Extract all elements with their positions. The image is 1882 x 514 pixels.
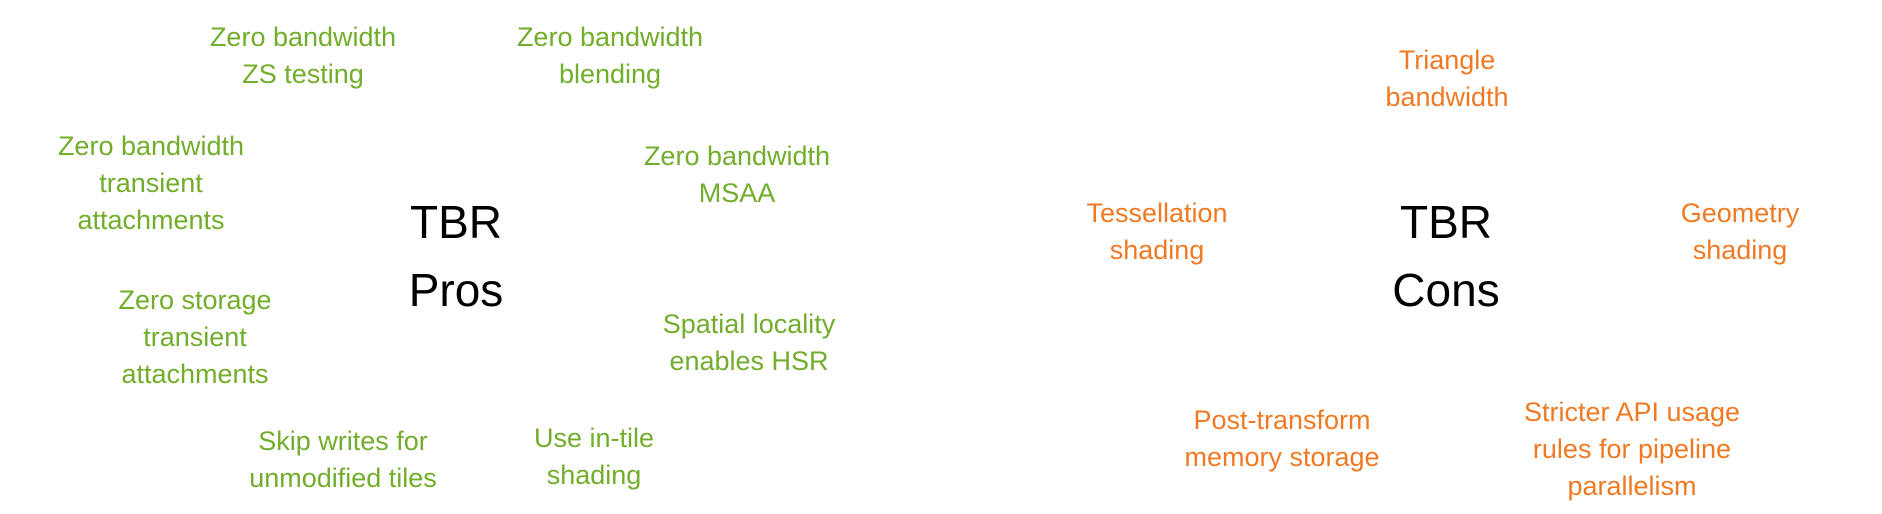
item-line: transient <box>143 322 247 352</box>
con-item-tessellation-shading: Tessellation shading <box>1086 195 1227 269</box>
item-line: shading <box>1109 235 1205 265</box>
item-line: bandwidth <box>1385 82 1509 112</box>
item-line: Tessellation <box>1086 198 1228 228</box>
con-item-post-transform-storage: Post-transform memory storage <box>1184 402 1379 476</box>
pro-item-zs-testing: Zero bandwidth ZS testing <box>210 19 396 93</box>
item-line: shading <box>546 460 642 490</box>
item-line: unmodified tiles <box>249 463 437 493</box>
item-line: Skip writes for <box>258 426 428 456</box>
pro-item-skip-writes: Skip writes for unmodified tiles <box>249 423 437 497</box>
pros-center-label: TBR Pros <box>409 188 504 324</box>
item-line: Zero storage <box>118 285 272 315</box>
item-line: attachments <box>121 359 269 389</box>
item-line: rules for pipeline <box>1532 434 1732 464</box>
item-line: Post-transform <box>1193 405 1371 435</box>
item-line: Zero bandwidth <box>57 131 245 161</box>
item-line: parallelism <box>1567 471 1697 501</box>
item-line: attachments <box>77 205 225 235</box>
cons-center-label: TBR Cons <box>1392 188 1499 324</box>
pro-item-in-tile-shading: Use in-tile shading <box>534 420 654 494</box>
item-line: transient <box>99 168 203 198</box>
item-line: Triangle <box>1398 45 1496 75</box>
pro-item-spatial-locality: Spatial locality enables HSR <box>663 306 836 380</box>
con-item-triangle-bandwidth: Triangle bandwidth <box>1385 42 1508 116</box>
item-line: Stricter API usage <box>1523 397 1741 427</box>
pro-item-blending: Zero bandwidth blending <box>517 19 703 93</box>
item-line: blending <box>558 59 662 89</box>
item-line: Zero bandwidth <box>516 22 704 52</box>
item-line: Spatial locality <box>662 309 836 339</box>
item-line: Use in-tile <box>533 423 655 453</box>
item-line: Zero bandwidth <box>643 141 831 171</box>
item-line: shading <box>1692 235 1788 265</box>
item-line: Geometry <box>1680 198 1800 228</box>
pro-item-msaa: Zero bandwidth MSAA <box>644 138 830 212</box>
pro-item-transient-attachments-storage: Zero storage transient attachments <box>118 282 271 393</box>
item-line: enables HSR <box>669 346 829 376</box>
pros-center-line: TBR <box>410 196 502 248</box>
pros-center-line: Pros <box>408 264 504 316</box>
item-line: memory storage <box>1184 442 1380 472</box>
pro-item-transient-attachments-bandwidth: Zero bandwidth transient attachments <box>58 128 244 239</box>
con-item-geometry-shading: Geometry shading <box>1681 195 1800 269</box>
cons-center-line: TBR <box>1399 196 1492 248</box>
item-line: ZS testing <box>242 59 364 89</box>
item-line: Zero bandwidth <box>209 22 397 52</box>
con-item-stricter-api-usage: Stricter API usage rules for pipeline pa… <box>1524 394 1740 505</box>
item-line: MSAA <box>698 178 776 208</box>
cons-center-line: Cons <box>1392 264 1500 316</box>
